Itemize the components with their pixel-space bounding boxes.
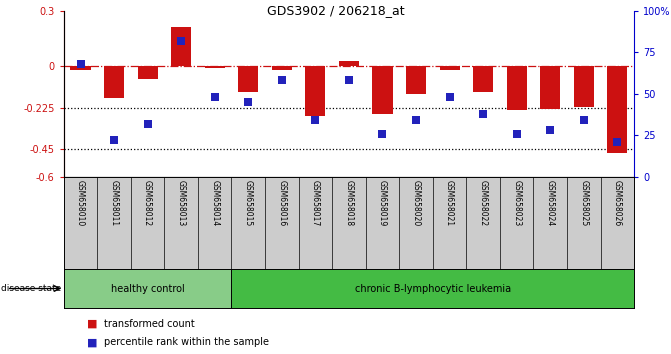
Point (444, 94, 455, 100)
Text: GSM658023: GSM658023 (512, 180, 521, 226)
Point (578, 118, 589, 123)
Bar (231, 269, 634, 308)
Point (411, 118, 421, 123)
Bar (138, 66, 158, 79)
Bar (473, 66, 493, 92)
Text: GSM658015: GSM658015 (244, 180, 253, 226)
Text: GSM658021: GSM658021 (445, 180, 454, 226)
Bar (238, 66, 258, 92)
Point (243, 99, 254, 105)
Bar (440, 66, 460, 70)
Text: GSM658017: GSM658017 (311, 180, 320, 226)
Text: GSM658020: GSM658020 (411, 180, 421, 226)
Text: GSM658016: GSM658016 (277, 180, 287, 226)
Text: GSM658012: GSM658012 (143, 180, 152, 226)
Bar (70, 66, 91, 70)
Bar (507, 66, 527, 110)
Point (377, 131, 388, 137)
Text: GSM658019: GSM658019 (378, 180, 387, 226)
Text: GSM658022: GSM658022 (478, 180, 488, 226)
Bar (540, 66, 560, 109)
Text: GSM658013: GSM658013 (176, 180, 186, 226)
Point (310, 118, 321, 123)
Point (545, 127, 556, 133)
Text: ■: ■ (87, 337, 98, 348)
Point (75, 61, 86, 67)
Point (176, 38, 187, 44)
Text: GSM658024: GSM658024 (546, 180, 555, 226)
Point (109, 138, 119, 143)
Text: GSM658011: GSM658011 (109, 180, 119, 226)
Text: ■: ■ (87, 319, 98, 329)
Text: disease state: disease state (1, 284, 61, 293)
Point (511, 131, 522, 137)
Text: GSM658025: GSM658025 (579, 180, 588, 226)
Bar (406, 66, 426, 94)
Point (478, 111, 488, 116)
Point (142, 121, 153, 127)
Text: transformed count: transformed count (104, 319, 195, 329)
Bar (272, 66, 292, 70)
Point (344, 78, 354, 83)
Bar (104, 66, 124, 97)
Point (276, 78, 287, 83)
Bar (574, 66, 594, 107)
Text: percentile rank within the sample: percentile rank within the sample (104, 337, 269, 348)
Text: chronic B-lymphocytic leukemia: chronic B-lymphocytic leukemia (355, 284, 511, 293)
Bar (205, 66, 225, 68)
Bar (372, 66, 393, 114)
Point (612, 139, 623, 145)
Bar (607, 66, 627, 153)
Bar (171, 27, 191, 66)
Bar (339, 61, 359, 66)
Bar (64, 269, 231, 308)
Text: GSM658026: GSM658026 (613, 180, 622, 226)
Text: GSM658018: GSM658018 (344, 180, 354, 226)
Text: healthy control: healthy control (111, 284, 185, 293)
Point (209, 94, 220, 100)
Text: GDS3902 / 206218_at: GDS3902 / 206218_at (266, 4, 405, 17)
Text: GSM658010: GSM658010 (76, 180, 85, 226)
Bar (305, 66, 325, 116)
Text: GSM658014: GSM658014 (210, 180, 219, 226)
